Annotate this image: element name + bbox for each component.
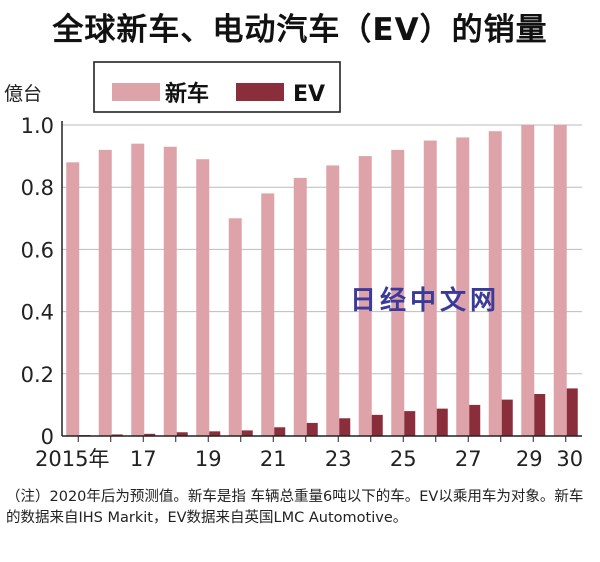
bar-ev (436, 408, 448, 436)
bar-new-car (163, 146, 177, 436)
x-tick-label: 23 (325, 447, 352, 471)
x-tick-label: 27 (455, 447, 482, 471)
bar-new-car (391, 149, 405, 436)
x-tick-label: 19 (195, 447, 222, 471)
bar-new-car (66, 162, 80, 436)
bar-ev (209, 431, 221, 436)
y-tick-label: 0.8 (21, 176, 54, 200)
watermark: 日经中文网 (350, 286, 501, 316)
legend-swatch-new-car (112, 83, 160, 101)
bar-ev (241, 430, 253, 436)
bar-new-car (521, 125, 535, 436)
bar-ev (274, 427, 286, 436)
legend-label-ev: EV (293, 82, 325, 107)
chart-title: 全球新车、电动汽车（EV）的销量 (52, 12, 548, 48)
x-tick-label: 17 (130, 447, 157, 471)
bar-new-car (358, 156, 372, 436)
bar-ev (501, 399, 513, 436)
y-tick-label: 0.6 (21, 238, 54, 262)
bar-chart: 0 0.2 0.4 0.6 0.8 1.0 2015年 17 19 21 23 25 27 29 30 億台… (4, 61, 584, 471)
bar-ev (144, 433, 156, 436)
bar-new-car (488, 131, 502, 436)
bar-new-car (423, 140, 437, 437)
x-tick-label: 2015年 (35, 447, 109, 471)
bar-ev (111, 434, 123, 436)
bar-new-car (228, 218, 242, 436)
bars (66, 125, 578, 437)
bar-ev (566, 388, 578, 436)
x-tick-label: 25 (390, 447, 417, 471)
bar-ev (534, 394, 546, 436)
bar-new-car (326, 165, 340, 436)
legend-label-new-car: 新车 (165, 81, 209, 107)
bar-new-car (456, 137, 470, 436)
bar-new-car (131, 143, 145, 436)
bar-ev (469, 404, 481, 436)
bar-ev (306, 422, 318, 436)
x-tick-label: 21 (260, 447, 287, 471)
bar-new-car (196, 159, 210, 436)
axes: 0 0.2 0.4 0.6 0.8 1.0 2015年 17 19 21 23 25 27 29 30 (21, 114, 584, 471)
legend: 新车 EV (93, 61, 341, 113)
bar-ev (371, 414, 383, 436)
bar-ev (176, 432, 188, 436)
y-tick-label: 0 (41, 425, 54, 449)
bar-new-car (98, 149, 112, 436)
bar-new-car (261, 193, 275, 436)
bar-new-car (293, 177, 307, 436)
footnote: （注）2020年后为预测值。新车是指 车辆总重量6吨以下的车。EV以乘用车为对象… (6, 489, 584, 526)
y-tick-label: 1.0 (21, 114, 54, 138)
bar-new-car (553, 125, 567, 436)
y-unit-label: 億台 (4, 83, 42, 105)
y-tick-label: 0.4 (21, 301, 54, 325)
x-tick-label: 29 (516, 447, 543, 471)
x-tick-label: 30 (556, 447, 583, 471)
bar-ev (339, 418, 351, 436)
legend-swatch-ev (236, 83, 284, 101)
bar-ev (404, 411, 416, 436)
y-tick-label: 0.2 (21, 363, 54, 387)
